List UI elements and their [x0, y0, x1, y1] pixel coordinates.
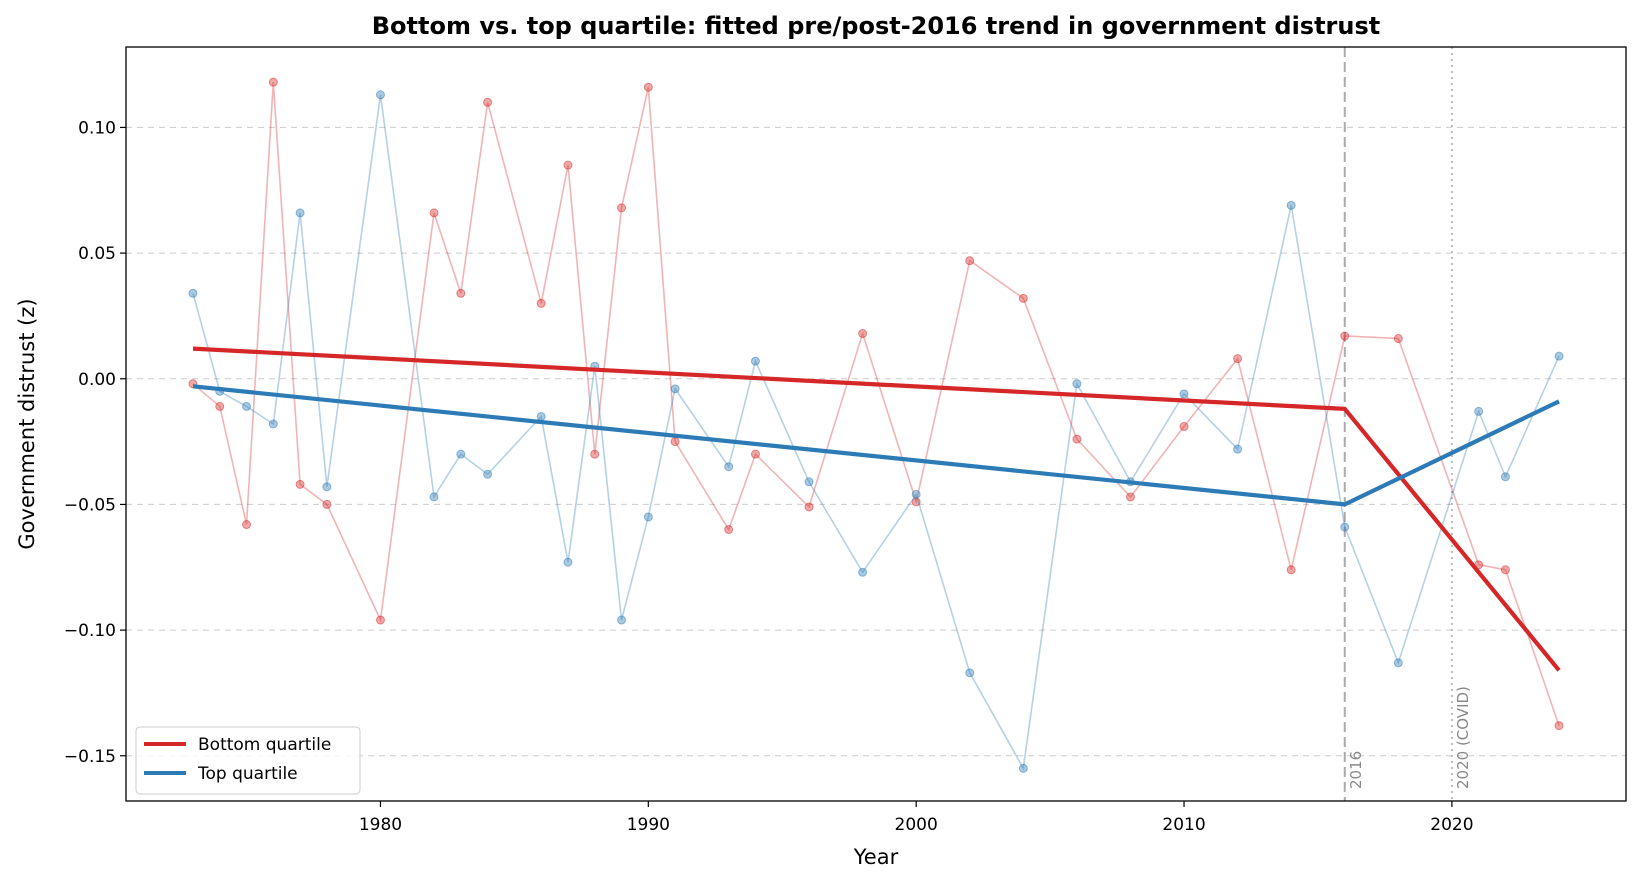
- y-tick-label: −0.15: [64, 747, 116, 767]
- series-line-top-quartile: [192, 94, 1560, 771]
- legend: Bottom quartile Top quartile: [135, 726, 361, 795]
- series-top-quartile: [188, 90, 1564, 773]
- data-point: [268, 77, 278, 87]
- data-point: [1018, 763, 1028, 773]
- data-point: [429, 492, 439, 502]
- data-point: [242, 401, 252, 411]
- data-point: [215, 401, 225, 411]
- data-point: [1179, 389, 1189, 399]
- x-tick-label: 1980: [359, 815, 402, 835]
- trend-line-bottom-quartile: [192, 346, 1561, 672]
- data-point: [670, 384, 680, 394]
- data-point: [242, 520, 252, 530]
- data-point: [858, 567, 868, 577]
- data-point: [1554, 721, 1564, 731]
- series-bottom-quartile: [188, 77, 1564, 731]
- data-point: [911, 489, 921, 499]
- data-point: [429, 208, 439, 218]
- data-point: [375, 90, 385, 100]
- data-point: [590, 449, 600, 459]
- data-point: [858, 329, 868, 339]
- trend-line-top-quartile: [192, 384, 1560, 507]
- data-point: [1018, 293, 1028, 303]
- data-point: [483, 469, 493, 479]
- data-point: [188, 288, 198, 298]
- data-point: [536, 298, 546, 308]
- grid: [126, 126, 1626, 757]
- y-tick-label: −0.05: [64, 495, 116, 515]
- axis-ticks: 0.10 0.05 0.00 −0.05 −0.10 −0.15 1980 1990 2000 2…: [64, 118, 1474, 835]
- vline-label: 2020 (COVID): [1454, 686, 1472, 789]
- data-point: [965, 256, 975, 266]
- data-point: [643, 512, 653, 522]
- y-axis-label: Government distrust (z): [15, 298, 39, 549]
- data-point: [643, 82, 653, 92]
- data-point: [563, 557, 573, 567]
- data-point: [1500, 472, 1510, 482]
- legend-label-bottom-quartile: Bottom quartile: [198, 735, 331, 755]
- data-point: [804, 502, 814, 512]
- data-point: [1233, 354, 1243, 364]
- data-point: [670, 437, 680, 447]
- data-point: [456, 449, 466, 459]
- data-point: [375, 615, 385, 625]
- x-tick-label: 2020: [1430, 815, 1473, 835]
- data-point: [322, 482, 332, 492]
- data-point: [1179, 422, 1189, 432]
- data-point: [1340, 522, 1350, 532]
- data-point: [1393, 658, 1403, 668]
- data-point: [1554, 351, 1564, 361]
- data-point: [268, 419, 278, 429]
- chart-title: Bottom vs. top quartile: fitted pre/post…: [372, 12, 1381, 40]
- data-point: [750, 356, 760, 366]
- data-point: [1474, 406, 1484, 416]
- legend-label-top-quartile: Top quartile: [197, 764, 298, 784]
- data-point: [724, 462, 734, 472]
- x-tick-label: 2010: [1162, 815, 1205, 835]
- x-axis-label: Year: [853, 845, 899, 869]
- vline-label: 2016: [1347, 751, 1365, 789]
- data-point: [724, 525, 734, 535]
- data-point: [1233, 444, 1243, 454]
- data-point: [295, 208, 305, 218]
- reference-lines: 2016 2020 (COVID): [1343, 47, 1472, 801]
- y-tick-label: 0.10: [78, 118, 116, 138]
- data-point: [1125, 492, 1135, 502]
- series: [188, 77, 1564, 773]
- data-point: [456, 288, 466, 298]
- y-tick-label: −0.10: [64, 621, 116, 641]
- data-point: [1500, 565, 1510, 575]
- data-point: [483, 97, 493, 107]
- data-point: [1286, 200, 1296, 210]
- data-point: [617, 615, 627, 625]
- y-tick-label: 0.00: [78, 370, 116, 390]
- data-point: [617, 203, 627, 213]
- data-point: [1393, 334, 1403, 344]
- data-point: [536, 411, 546, 421]
- x-tick-label: 1990: [627, 815, 670, 835]
- x-tick-label: 2000: [895, 815, 938, 835]
- plot-frame: [125, 46, 1627, 802]
- legend-frame: [135, 726, 361, 795]
- series-line-bottom-quartile: [192, 82, 1560, 726]
- data-point: [1072, 434, 1082, 444]
- data-point: [295, 479, 305, 489]
- data-point: [804, 477, 814, 487]
- data-point: [322, 499, 332, 509]
- data-point: [1072, 379, 1082, 389]
- data-point: [965, 668, 975, 678]
- data-point: [563, 160, 573, 170]
- data-point: [750, 449, 760, 459]
- y-tick-label: 0.05: [78, 244, 116, 264]
- data-point: [1286, 565, 1296, 575]
- data-point: [1340, 331, 1350, 341]
